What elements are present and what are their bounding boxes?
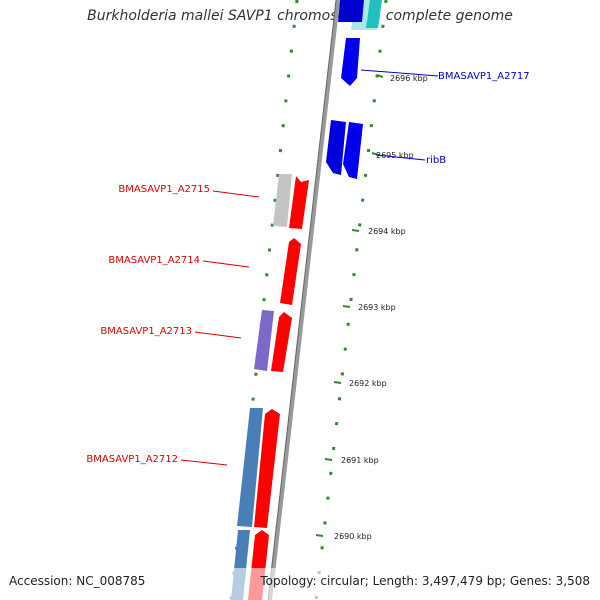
gene-grey-a2715 (273, 174, 292, 227)
gene-cyan (366, 0, 382, 28)
gc-ring-left (229, 0, 299, 600)
gene-purple-a2713 (254, 310, 274, 371)
gene-red-a2715 (289, 176, 309, 229)
gene-label[interactable]: BMASAVP1_A2712 (86, 454, 178, 465)
map-title: Burkholderia mallei SAVP1 chromosome I, … (87, 8, 513, 24)
tick-label: 2693 kbp (358, 303, 396, 312)
gene-steelblue-a2712 (237, 408, 263, 527)
gene-blue-top (338, 0, 364, 22)
topology-text: Topology: circular; Length: 3,497,479 bp… (260, 574, 590, 588)
tick-label: 2696 kbp (390, 74, 428, 83)
accession-text: Accession: NC_008785 (9, 574, 146, 588)
backbone (268, 0, 340, 600)
gene-blue-a2717 (341, 38, 360, 86)
gene-label[interactable]: BMASAVP1_A2715 (118, 184, 210, 195)
gene-red-a2713 (271, 312, 292, 372)
gene-label[interactable]: BMASAVP1_A2714 (108, 255, 200, 266)
tick-label: 2695 kbp (376, 151, 414, 160)
tick-label: 2690 kbp (334, 532, 372, 541)
gene-blue-ribb-1 (326, 120, 346, 175)
gc-ring-right (314, 0, 388, 600)
gene-blue-ribb-2 (343, 122, 363, 179)
gene-label[interactable]: BMASAVP1_A2717 (438, 71, 530, 82)
gene-red-a2712 (254, 409, 280, 528)
gene-red-a2714 (280, 238, 301, 305)
gene-label[interactable]: BMASAVP1_A2713 (100, 326, 192, 337)
tick-label: 2694 kbp (368, 227, 406, 236)
gene-label[interactable]: ribB (426, 155, 446, 166)
tick-label: 2691 kbp (341, 456, 379, 465)
tick-label: 2692 kbp (349, 379, 387, 388)
